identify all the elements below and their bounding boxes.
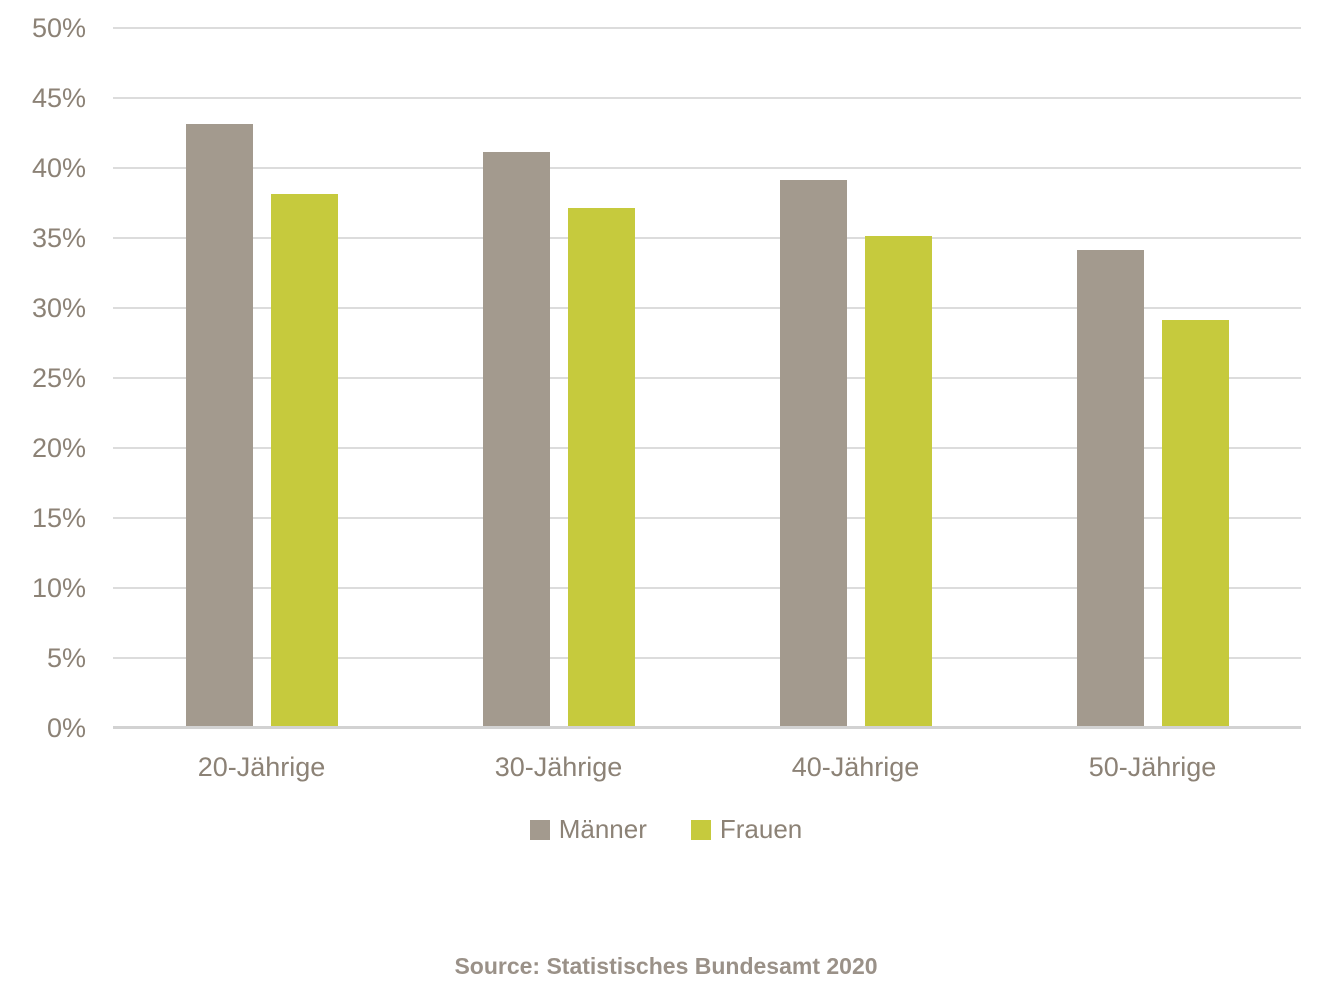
y-tick-label: 50% — [31, 13, 86, 43]
x-tick-label: 30-Jährige — [494, 752, 623, 782]
gridline — [113, 726, 1301, 729]
gridline — [113, 657, 1301, 659]
legend: Männer Frauen — [0, 814, 1332, 845]
gridline — [113, 27, 1301, 29]
y-tick-label: 15% — [31, 503, 86, 533]
legend-label: Frauen — [719, 814, 803, 844]
gridline — [113, 237, 1301, 239]
legend-swatch-icon — [529, 819, 550, 840]
bar-frauen — [270, 194, 338, 726]
bar-group — [482, 27, 635, 726]
source-note: Source: Statistisches Bundesamt 2020 — [454, 953, 878, 979]
gridline — [113, 587, 1301, 589]
x-tick-label: 40-Jährige — [791, 752, 920, 782]
gridline — [113, 447, 1301, 449]
y-tick-label: 5% — [46, 643, 86, 673]
y-tick-label: 0% — [46, 713, 86, 743]
y-tick-label: 45% — [31, 83, 86, 113]
bar-frauen — [567, 208, 635, 726]
bar-group — [185, 27, 338, 726]
bar-maenner — [779, 180, 847, 726]
y-tick-label: 10% — [31, 573, 86, 603]
legend-item-maenner: Männer — [529, 814, 647, 845]
bar-maenner — [185, 124, 253, 726]
bar-maenner — [482, 152, 550, 726]
y-tick-label: 40% — [31, 153, 86, 183]
gridline — [113, 377, 1301, 379]
x-tick-label: 50-Jährige — [1088, 752, 1217, 782]
bar-group — [1076, 27, 1229, 726]
y-tick-label: 20% — [31, 433, 86, 463]
y-tick-label: 30% — [31, 293, 86, 323]
gridline — [113, 307, 1301, 309]
bar-frauen — [1161, 320, 1229, 726]
gridline — [113, 97, 1301, 99]
gridline — [113, 517, 1301, 519]
y-tick-label: 25% — [31, 363, 86, 393]
y-tick-label: 35% — [31, 223, 86, 253]
gridline — [113, 167, 1301, 169]
bar-group — [779, 27, 932, 726]
bar-frauen — [864, 236, 932, 726]
plot-area — [113, 27, 1301, 729]
x-tick-label: 20-Jährige — [197, 752, 326, 782]
legend-swatch-icon — [690, 819, 711, 840]
bar-maenner — [1076, 250, 1144, 726]
legend-label: Männer — [558, 814, 647, 844]
legend-item-frauen: Frauen — [690, 814, 803, 845]
